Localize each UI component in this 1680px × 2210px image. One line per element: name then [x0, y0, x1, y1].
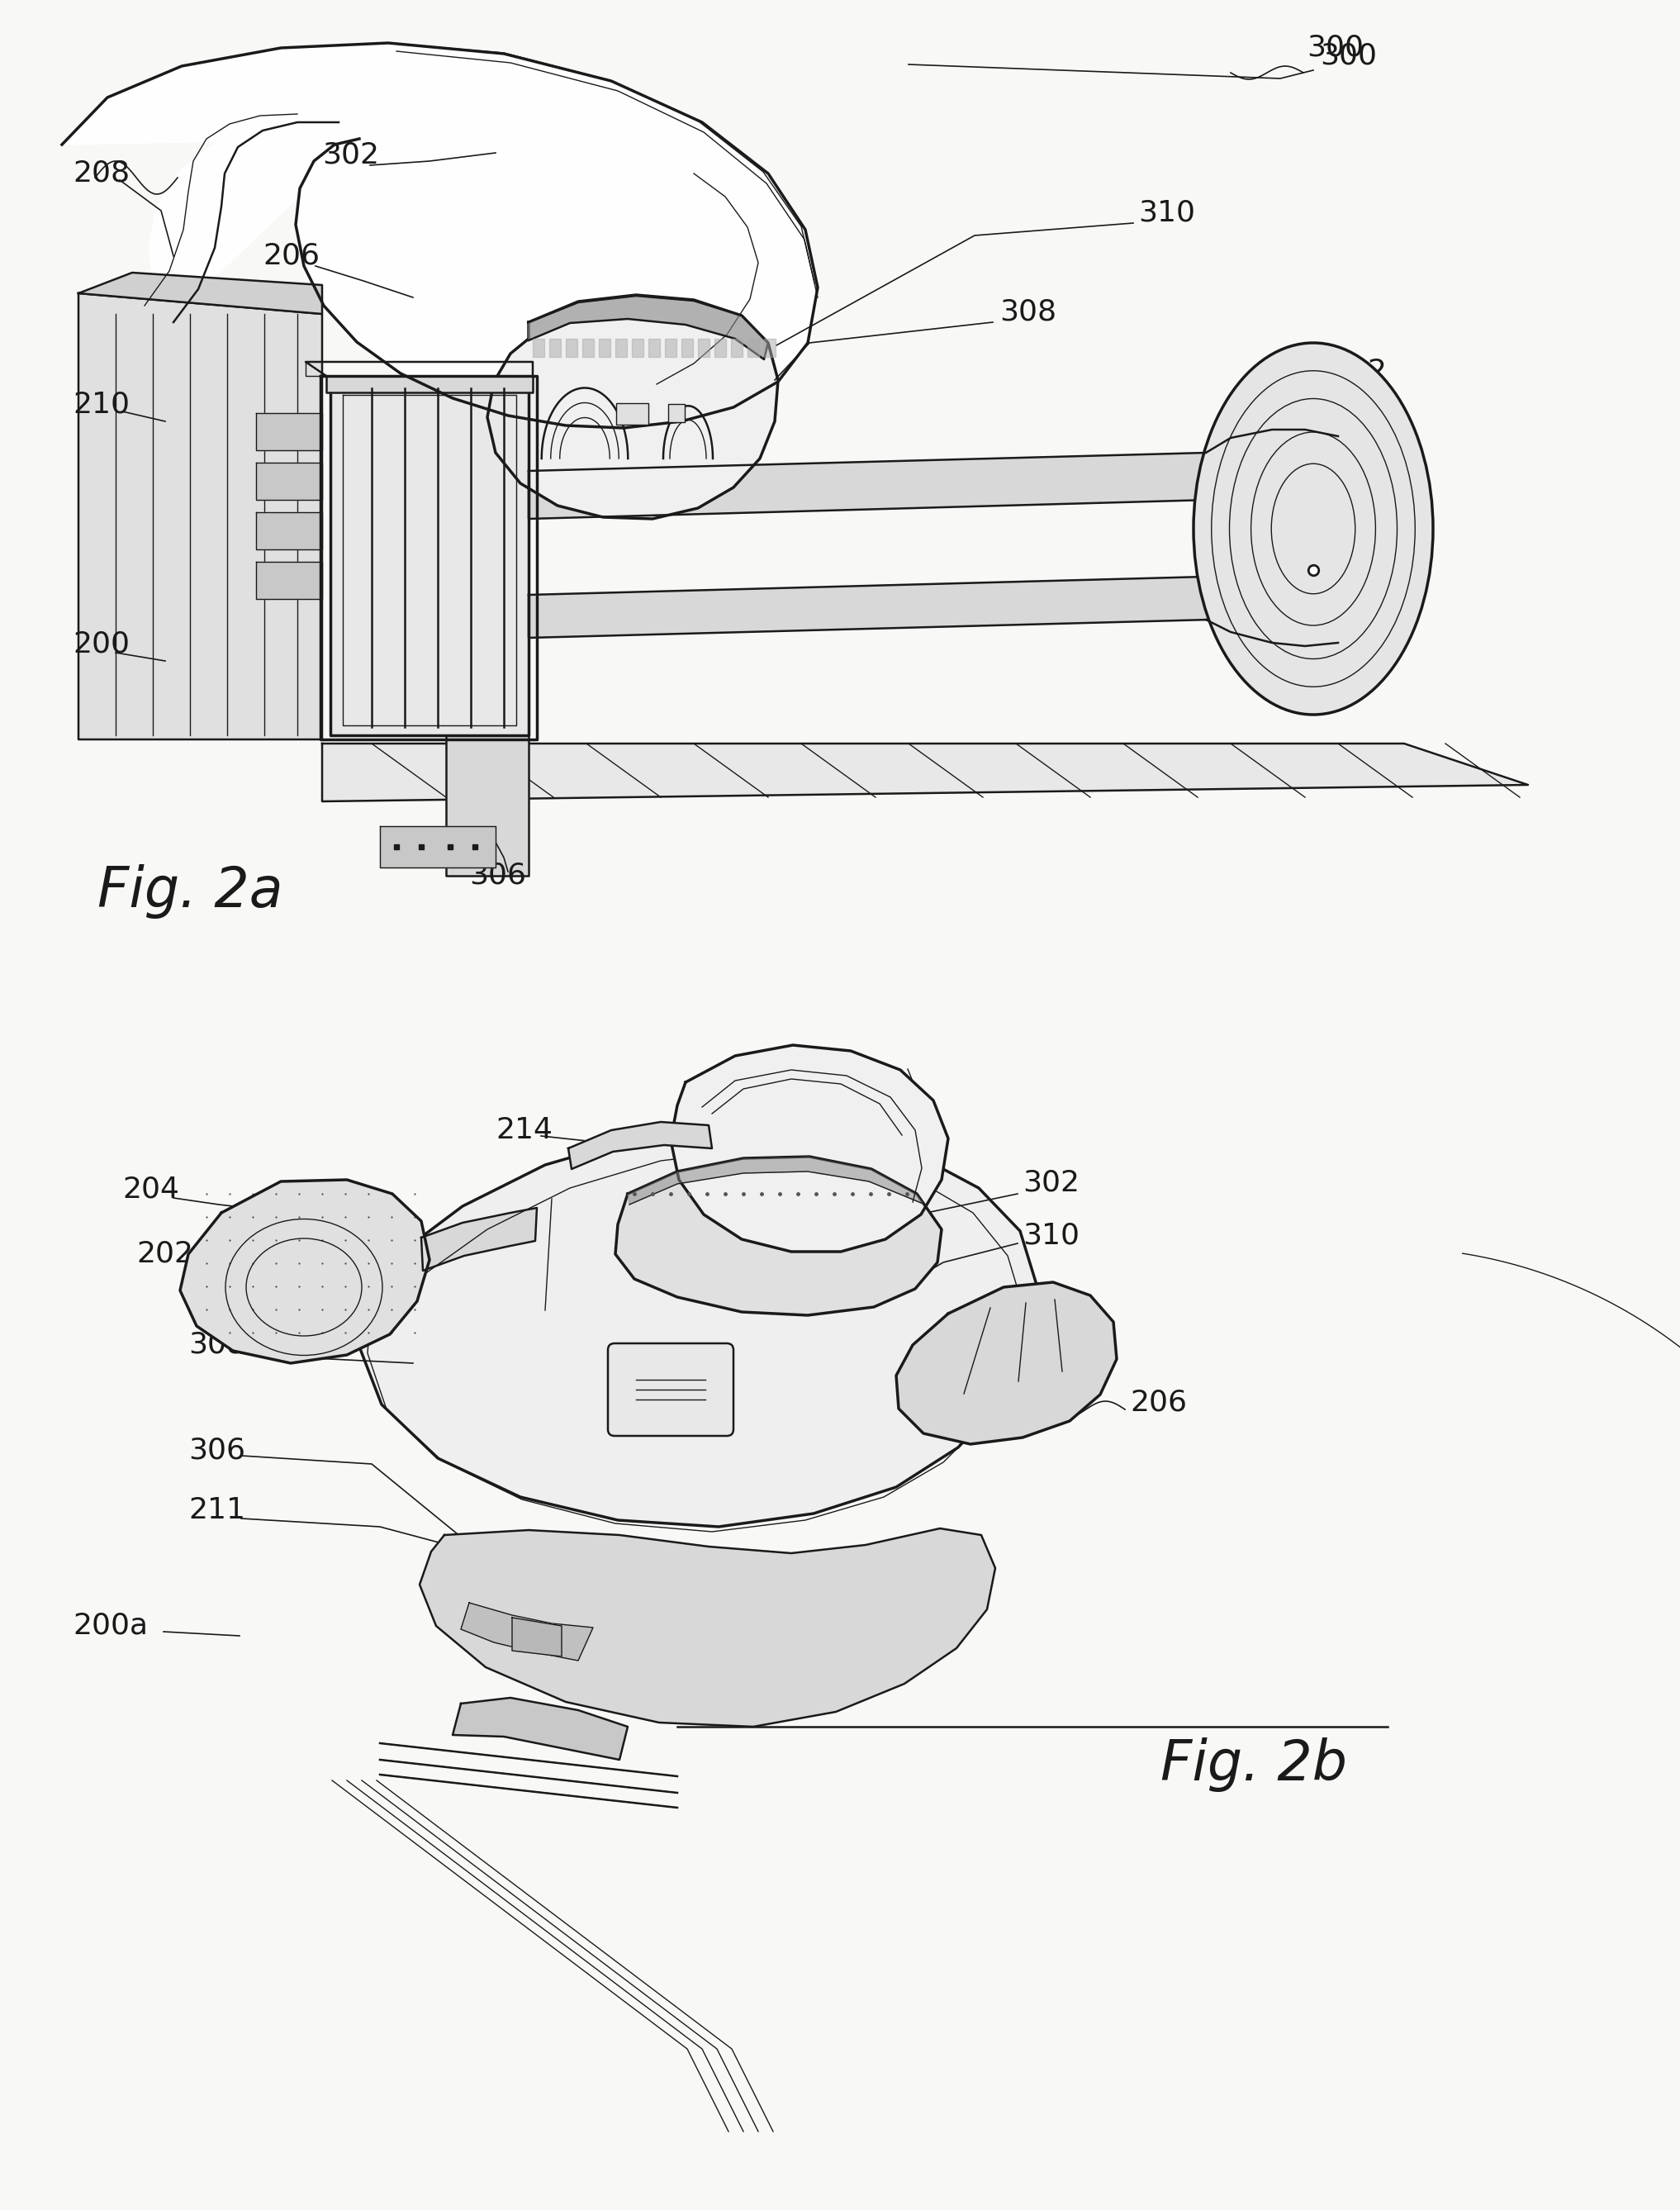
- Text: 310: 310: [1137, 199, 1194, 228]
- Polygon shape: [255, 462, 323, 499]
- Polygon shape: [628, 1156, 926, 1204]
- Text: 310: 310: [1023, 1222, 1080, 1249]
- Text: Fig. 2a: Fig. 2a: [97, 864, 282, 919]
- Polygon shape: [331, 380, 529, 736]
- Polygon shape: [79, 272, 323, 314]
- Text: 308: 308: [1000, 298, 1057, 327]
- Text: 202: 202: [136, 1240, 193, 1269]
- Polygon shape: [452, 1697, 628, 1759]
- Text: 204: 204: [1331, 433, 1386, 460]
- Polygon shape: [529, 577, 1210, 639]
- Text: 302: 302: [1023, 1169, 1080, 1198]
- Text: 206: 206: [262, 243, 319, 270]
- Polygon shape: [460, 1602, 593, 1660]
- Text: 308: 308: [188, 1330, 245, 1359]
- Polygon shape: [529, 296, 768, 360]
- Text: 200: 200: [72, 630, 129, 659]
- Polygon shape: [615, 1156, 941, 1315]
- Polygon shape: [422, 1209, 538, 1271]
- FancyBboxPatch shape: [617, 402, 648, 424]
- Polygon shape: [420, 1529, 995, 1726]
- Polygon shape: [323, 743, 1529, 802]
- Text: 202: 202: [1331, 358, 1386, 387]
- Polygon shape: [380, 827, 496, 869]
- Polygon shape: [512, 1618, 561, 1658]
- Polygon shape: [445, 736, 529, 875]
- Text: 208: 208: [72, 159, 129, 188]
- Polygon shape: [255, 561, 323, 599]
- FancyBboxPatch shape: [608, 1344, 734, 1436]
- Text: 306: 306: [188, 1436, 245, 1463]
- Text: 204: 204: [123, 1176, 180, 1204]
- Text: 214: 214: [496, 1116, 553, 1145]
- Text: 300: 300: [1307, 33, 1364, 62]
- Text: 210: 210: [72, 391, 129, 420]
- Polygon shape: [79, 294, 323, 740]
- FancyBboxPatch shape: [669, 404, 685, 422]
- Polygon shape: [568, 1123, 712, 1169]
- Polygon shape: [615, 338, 627, 356]
- Polygon shape: [180, 1180, 430, 1364]
- Polygon shape: [566, 338, 578, 356]
- Polygon shape: [697, 338, 709, 356]
- Polygon shape: [764, 338, 776, 356]
- Polygon shape: [632, 338, 643, 356]
- Polygon shape: [665, 338, 677, 356]
- Polygon shape: [326, 376, 533, 393]
- Polygon shape: [583, 338, 593, 356]
- Polygon shape: [255, 513, 323, 550]
- Polygon shape: [529, 453, 1210, 519]
- Text: Fig. 2b: Fig. 2b: [1161, 1737, 1347, 1792]
- Text: 306: 306: [469, 862, 526, 891]
- Text: 308: 308: [697, 1125, 754, 1151]
- Text: 206: 206: [1131, 1388, 1186, 1417]
- Polygon shape: [748, 338, 759, 356]
- Polygon shape: [598, 338, 610, 356]
- Text: 200a: 200a: [72, 1611, 148, 1640]
- Polygon shape: [549, 338, 561, 356]
- Ellipse shape: [1193, 343, 1433, 714]
- Polygon shape: [714, 338, 726, 356]
- Polygon shape: [62, 42, 818, 429]
- Polygon shape: [670, 1045, 948, 1251]
- Text: 300: 300: [1320, 42, 1378, 71]
- Polygon shape: [533, 338, 544, 356]
- Polygon shape: [255, 413, 323, 451]
- Polygon shape: [682, 338, 692, 356]
- Polygon shape: [648, 338, 660, 356]
- Polygon shape: [731, 338, 743, 356]
- Polygon shape: [487, 294, 778, 519]
- Polygon shape: [360, 1127, 1037, 1527]
- Text: 211: 211: [188, 1496, 245, 1525]
- Polygon shape: [895, 1282, 1117, 1443]
- Text: 302: 302: [323, 141, 380, 170]
